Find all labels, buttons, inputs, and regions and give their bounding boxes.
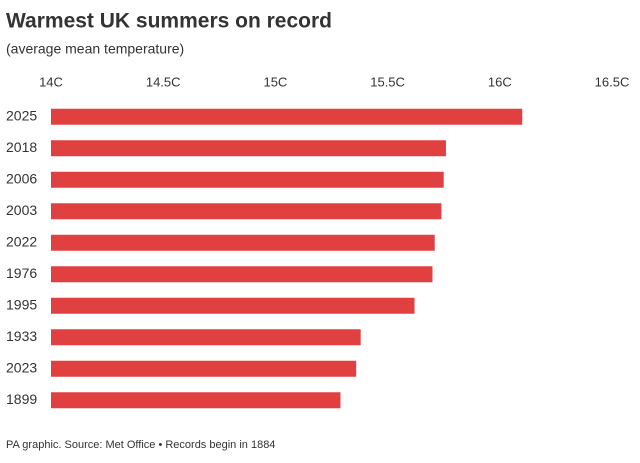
y-tick-label: 1976	[6, 265, 37, 281]
bar	[51, 360, 357, 377]
y-tick-label: 2003	[6, 202, 37, 218]
bar	[51, 140, 446, 157]
bar	[51, 329, 361, 346]
bar	[51, 297, 415, 314]
x-tick-label: 16C	[488, 74, 512, 89]
bar	[51, 392, 341, 409]
y-tick-label: 2022	[6, 233, 37, 249]
y-tick-label: 2018	[6, 139, 37, 155]
bar	[51, 171, 444, 188]
chart-subtitle: (average mean temperature)	[6, 41, 184, 57]
source-note: PA graphic. Source: Met Office • Records…	[6, 439, 275, 451]
x-tick-label: 14C	[39, 74, 63, 89]
y-tick-label: 1995	[6, 296, 37, 312]
x-tick-label: 15C	[263, 74, 287, 89]
bar	[51, 234, 435, 251]
y-tick-label: 2025	[6, 107, 37, 123]
x-tick-label: 14.5C	[146, 74, 181, 89]
bar	[51, 203, 442, 220]
bar	[51, 266, 433, 283]
x-tick-label: 15.5C	[370, 74, 405, 89]
y-tick-label: 2023	[6, 359, 37, 375]
bar	[51, 108, 523, 125]
y-tick-label: 1899	[6, 391, 37, 407]
x-tick-label: 16.5C	[595, 74, 630, 89]
chart-title: Warmest UK summers on record	[6, 10, 332, 33]
y-tick-label: 2006	[6, 170, 37, 186]
y-tick-label: 1933	[6, 328, 37, 344]
